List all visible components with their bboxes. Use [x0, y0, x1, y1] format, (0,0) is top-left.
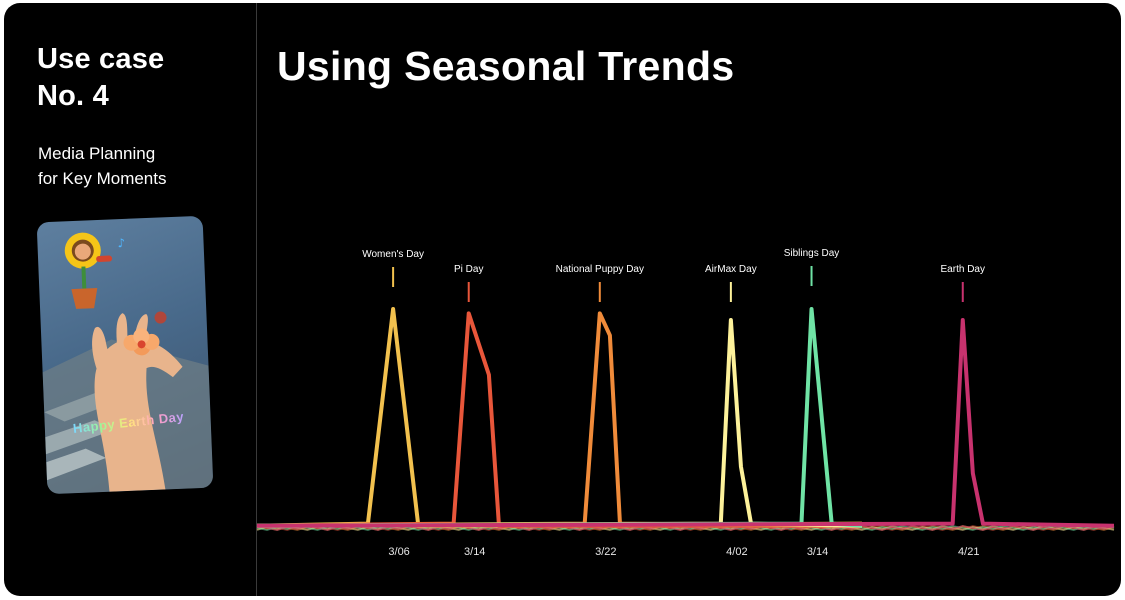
x-tick-label: 3/14	[807, 546, 828, 558]
phone-screenshot: ♪ Happy Earth Day	[36, 215, 214, 495]
use-case-heading-line1: Use case	[37, 43, 165, 75]
annotation-label: Siblings Day	[784, 248, 840, 259]
series-line-6	[256, 317, 1115, 528]
x-tick-label: 4/02	[726, 546, 747, 558]
x-axis-ticks: 3/06 3/14 3/22 4/02 3/14 4/21	[388, 546, 979, 558]
phone-illustration: ♪	[42, 232, 214, 495]
hand-illustration	[94, 338, 183, 492]
x-tick-label: 4/21	[958, 546, 979, 558]
annotation-label: Pi Day	[454, 264, 483, 275]
annotation-label: National Puppy Day	[556, 264, 644, 275]
x-tick-label: 3/14	[464, 546, 485, 558]
annotation-layer: Women's Day Pi Day National Puppy Day AirMa…	[362, 248, 985, 302]
x-tick-label: 3/22	[595, 546, 616, 558]
vertical-divider	[256, 3, 257, 596]
series-line-3	[256, 311, 862, 528]
series-line-5	[256, 307, 863, 528]
use-case-subtitle-line2: for Key Moments	[38, 169, 167, 188]
series-line-2	[256, 311, 862, 528]
use-case-subtitle-line1: Media Planning	[38, 144, 156, 163]
annotation-label: Women's Day	[362, 249, 424, 260]
use-case-subtitle: Media Planning for Key Moments	[38, 141, 167, 191]
bee-icon	[154, 311, 167, 324]
flower-icon	[123, 328, 160, 356]
sunflower-icon	[64, 232, 113, 309]
annotation-label: Earth Day	[941, 264, 985, 275]
series-line-1	[256, 307, 862, 528]
series-layer	[256, 307, 1115, 528]
baseline-noise-line	[256, 525, 1115, 531]
page-title: Using Seasonal Trends	[277, 43, 735, 89]
x-tick-label: 3/06	[388, 546, 409, 558]
series-line-4	[256, 317, 862, 528]
music-note-icon: ♪	[117, 236, 125, 250]
use-case-heading-line2: No. 4	[37, 80, 109, 112]
annotation-label: AirMax Day	[705, 264, 757, 275]
slide: Use case No. 4 Media Planning for Key Mo…	[4, 3, 1121, 596]
use-case-heading: Use case No. 4	[37, 41, 164, 115]
trend-chart: Women's Day Pi Day National Puppy Day AirMa…	[256, 248, 1115, 558]
